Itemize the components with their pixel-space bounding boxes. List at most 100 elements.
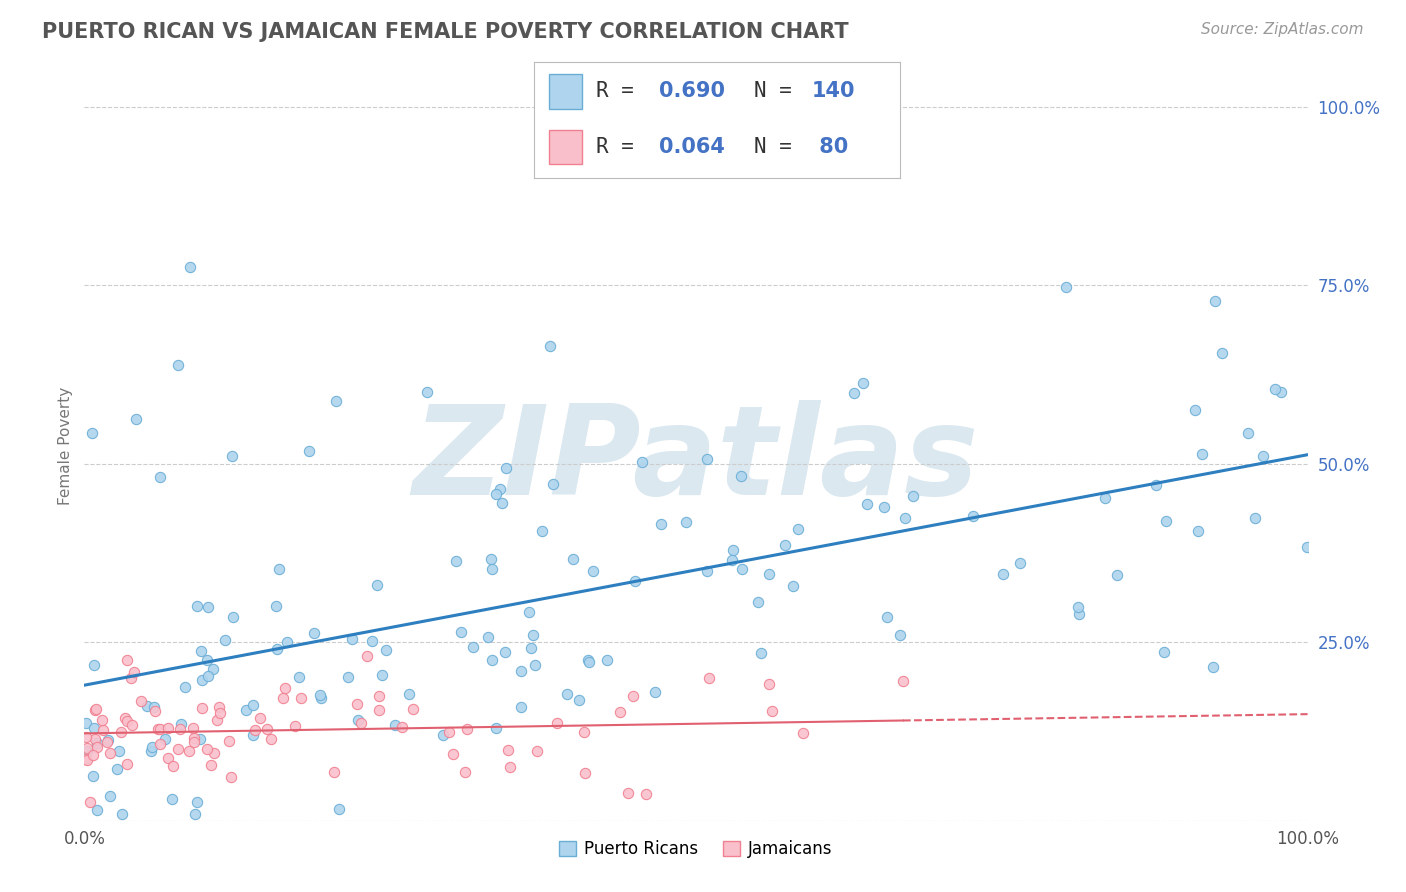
Point <box>481 653 503 667</box>
Point <box>485 721 508 735</box>
Point <box>368 703 391 717</box>
Point <box>325 394 347 409</box>
Point <box>183 735 205 749</box>
Point <box>202 746 225 760</box>
Point <box>181 721 204 735</box>
Point <box>169 722 191 736</box>
Point <box>242 698 264 713</box>
Point <box>83 657 105 672</box>
Point <box>519 605 541 619</box>
Point <box>183 731 205 745</box>
Point <box>174 680 197 694</box>
Point <box>574 766 596 780</box>
Point <box>208 706 231 721</box>
Point <box>188 731 211 746</box>
Point <box>309 688 332 702</box>
Point <box>519 640 541 655</box>
Point <box>696 451 718 466</box>
Point <box>149 723 172 737</box>
Point <box>115 757 138 772</box>
Point <box>256 722 278 736</box>
Point <box>190 700 212 714</box>
Point <box>1094 491 1116 505</box>
Point <box>73 752 96 766</box>
Point <box>149 738 172 752</box>
Bar <box>548 129 582 164</box>
Text: 80: 80 <box>813 137 848 157</box>
Point <box>149 470 172 484</box>
Point <box>1066 600 1088 615</box>
Point <box>346 697 368 711</box>
Point <box>298 443 321 458</box>
Point <box>75 715 97 730</box>
Point <box>290 690 312 705</box>
Point <box>276 635 298 649</box>
Point <box>197 599 219 614</box>
Point <box>242 728 264 742</box>
Point <box>730 469 752 483</box>
Point <box>195 741 218 756</box>
Point <box>384 718 406 732</box>
Point <box>1191 447 1213 461</box>
Point <box>83 721 105 735</box>
Point <box>121 718 143 732</box>
Point <box>856 497 879 511</box>
Point <box>894 510 917 524</box>
Point <box>249 711 271 725</box>
Point <box>456 722 478 736</box>
Point <box>991 567 1014 582</box>
Point <box>267 561 290 575</box>
Point <box>1243 511 1265 525</box>
Point <box>167 358 190 372</box>
Point <box>489 482 512 496</box>
Text: 140: 140 <box>813 81 856 102</box>
Point <box>876 610 898 624</box>
Point <box>284 719 307 733</box>
Point <box>450 624 472 639</box>
Point <box>644 685 666 699</box>
Text: PUERTO RICAN VS JAMAICAN FEMALE POVERTY CORRELATION CHART: PUERTO RICAN VS JAMAICAN FEMALE POVERTY … <box>42 22 849 42</box>
Point <box>115 653 138 667</box>
Point <box>156 721 179 735</box>
Point <box>842 386 865 401</box>
Point <box>141 744 163 758</box>
Point <box>526 744 548 758</box>
Point <box>91 723 114 737</box>
Point <box>481 562 503 576</box>
Point <box>260 731 283 746</box>
Point <box>110 725 132 739</box>
Point <box>221 449 243 463</box>
Point <box>82 748 104 763</box>
Text: R =: R = <box>596 81 634 102</box>
Point <box>630 455 652 469</box>
Point <box>576 653 599 667</box>
Point <box>302 626 325 640</box>
Point <box>873 500 896 515</box>
Point <box>129 694 152 708</box>
Point <box>86 803 108 817</box>
Point <box>437 724 460 739</box>
Point <box>157 750 180 764</box>
Point <box>271 691 294 706</box>
Point <box>697 671 720 685</box>
Point <box>96 735 118 749</box>
Point <box>561 552 583 566</box>
Point <box>273 681 295 696</box>
Point <box>356 649 378 664</box>
Point <box>368 689 391 703</box>
Point <box>266 642 288 657</box>
Text: N =: N = <box>754 81 792 102</box>
Point <box>83 731 105 746</box>
Point <box>479 552 502 566</box>
Point <box>208 700 231 714</box>
Point <box>624 574 647 589</box>
Point <box>787 522 810 536</box>
Point <box>200 758 222 772</box>
Point <box>416 385 439 400</box>
Point <box>1270 384 1292 399</box>
Point <box>901 489 924 503</box>
Point <box>142 699 165 714</box>
Point <box>510 700 533 714</box>
Point <box>1201 660 1223 674</box>
Point <box>366 578 388 592</box>
